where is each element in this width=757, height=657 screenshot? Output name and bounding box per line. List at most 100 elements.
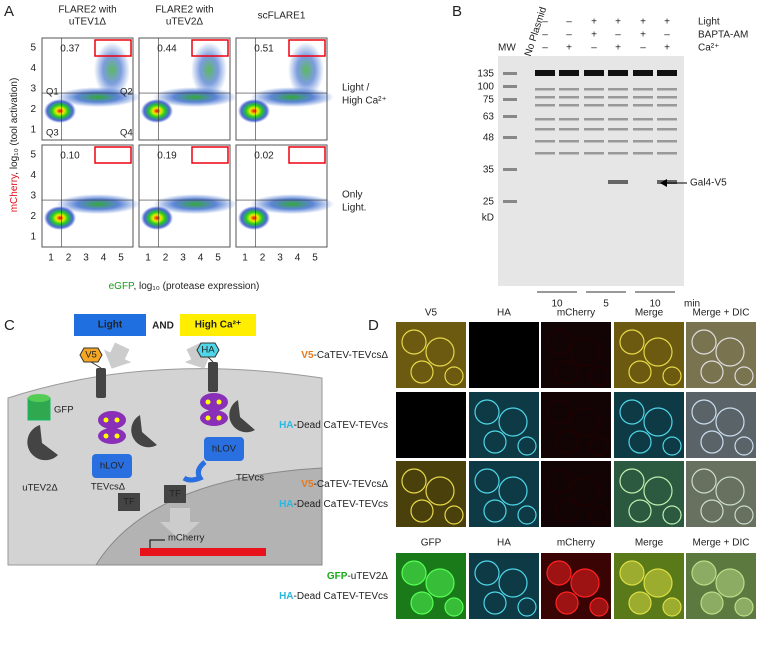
cell-outline (483, 591, 507, 615)
band (633, 70, 653, 76)
band (657, 88, 677, 91)
micrograph (469, 553, 539, 619)
cell-outline (715, 407, 745, 437)
density (56, 194, 140, 215)
x-tick-label: 1 (145, 253, 151, 264)
cell-outline (662, 366, 682, 386)
x-tick-label: 2 (66, 253, 72, 264)
mw-header: MW (498, 43, 516, 54)
row-label-rest: -uTEV2Δ (347, 571, 388, 582)
band (559, 96, 579, 99)
condition-sign: + (664, 17, 670, 28)
cell-outline (589, 597, 609, 617)
row-label: Light. (342, 203, 366, 214)
cell-outline (700, 430, 724, 454)
gate-box (191, 39, 229, 57)
cell-outline (619, 468, 645, 494)
band (633, 128, 653, 131)
hlov-label: hLOV (212, 444, 237, 455)
hlov-label: hLOV (100, 461, 125, 472)
ladder-band (503, 85, 517, 88)
hlov-box (92, 454, 132, 478)
cell-outline (517, 505, 537, 525)
tf-box (118, 493, 140, 511)
ca-label: High Ca²⁺ (195, 320, 241, 331)
condition-name: Ca²⁺ (698, 43, 719, 54)
cell-outline (628, 430, 652, 454)
marker-label: 63 (483, 112, 495, 123)
y-tick-label: 1 (30, 125, 36, 136)
cell-outline (517, 366, 537, 386)
micrograph (541, 322, 611, 388)
cell-outline (444, 436, 464, 456)
micrograph (614, 461, 684, 527)
protease (229, 400, 255, 433)
row-label-rest: -CaTEV-TEVcsΔ (314, 479, 389, 490)
band (633, 140, 653, 143)
percentage: 0.10 (60, 151, 80, 162)
y-tick-label: 3 (30, 191, 36, 202)
x-tick-label: 3 (180, 253, 186, 264)
x-tick-label: 5 (118, 253, 124, 264)
panel-letter: B (452, 3, 462, 20)
cell-outline (662, 597, 682, 617)
micrograph (469, 461, 539, 527)
micrograph (541, 392, 611, 458)
cell-outline (483, 499, 507, 523)
gfp-top (28, 394, 50, 402)
band (633, 118, 653, 121)
cell-outline (619, 560, 645, 586)
ladder-band (503, 98, 517, 101)
x-tick-label: 4 (198, 253, 204, 264)
panel-d: D V5 HA mCherry Merge Merge + DIC GFP HA mCherry… (279, 308, 756, 619)
row-label: GFP-uTEV2Δ (327, 571, 388, 582)
condition-sign: + (664, 43, 670, 54)
column-title: scFLARE1 (258, 11, 306, 22)
cell-outline (555, 591, 579, 615)
cell-outline (425, 337, 455, 367)
ladder-band (503, 200, 517, 203)
column-header: mCherry (557, 308, 595, 319)
condition-sign: – (542, 43, 548, 54)
cell-outline (715, 337, 745, 367)
cell-outline (734, 597, 754, 617)
row-label: V5-CaTEV-TEVcsΔ (301, 479, 388, 490)
cell-outline (555, 430, 579, 454)
cell-outline (734, 436, 754, 456)
x-axis-label: eGFP, log₁₀ (protease expression) (109, 281, 260, 292)
marker-label: 48 (483, 133, 495, 144)
band (633, 104, 653, 107)
band (559, 88, 579, 91)
band (584, 104, 604, 107)
column-header: HA (497, 538, 511, 549)
quadrant-label: Q2 (120, 87, 133, 98)
row-label: Only (342, 190, 363, 201)
cell-outline (619, 329, 645, 355)
tf-label: TF (169, 489, 181, 500)
protease (27, 425, 58, 461)
band (535, 104, 555, 107)
marker-label: 25 (483, 197, 495, 208)
column-title: uTEV2Δ (166, 17, 204, 28)
cell-outline (691, 329, 717, 355)
gene (140, 548, 266, 556)
link (90, 361, 102, 369)
cell-outline (444, 505, 464, 525)
cell-outline (700, 360, 724, 384)
cell-outline (570, 476, 600, 506)
nucleus (95, 467, 323, 566)
band (535, 70, 555, 76)
cell-outline (555, 360, 579, 384)
band (559, 140, 579, 143)
band (657, 140, 677, 143)
marker-label: 75 (483, 95, 495, 106)
band (633, 152, 653, 155)
column-header: HA (497, 308, 511, 319)
band (608, 118, 628, 121)
ha-tag (196, 342, 220, 358)
x-tick-label: 4 (101, 253, 107, 264)
band (584, 128, 604, 131)
cell-outline (483, 360, 507, 384)
band (608, 180, 628, 184)
